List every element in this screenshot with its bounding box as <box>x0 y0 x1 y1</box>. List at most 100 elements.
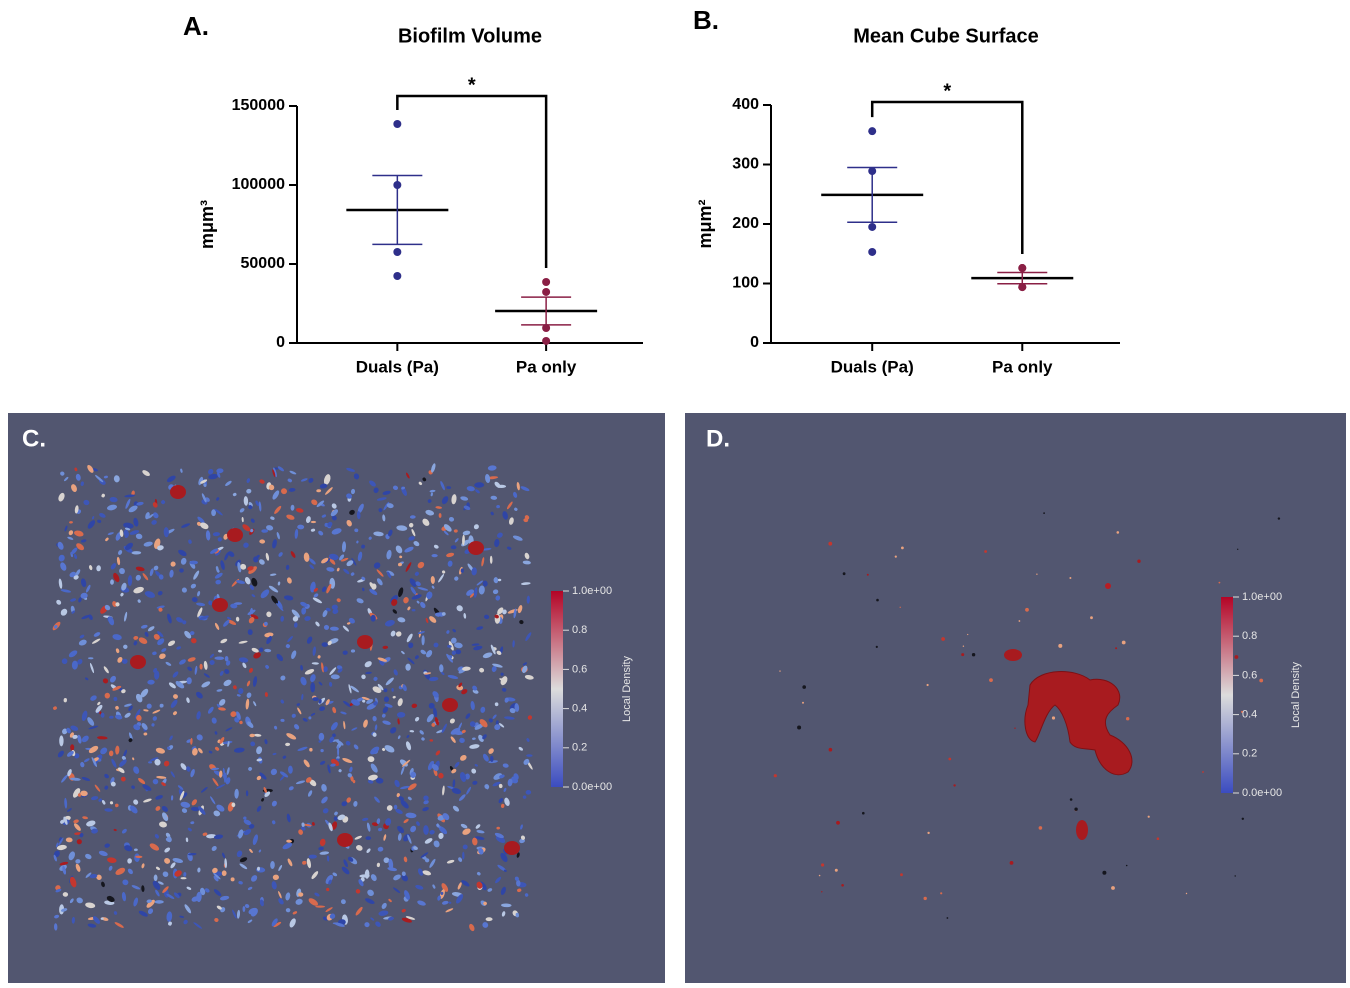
density-blob <box>439 664 444 673</box>
density-blob <box>484 614 490 620</box>
density-blob <box>211 509 217 517</box>
density-blob <box>366 822 371 832</box>
density-blob <box>54 624 58 629</box>
density-blob <box>166 911 173 922</box>
density-blob <box>405 663 411 671</box>
density-blob <box>372 686 382 694</box>
density-blob <box>242 906 246 912</box>
density-blob <box>485 917 493 922</box>
density-blob <box>162 886 169 893</box>
density-blob <box>165 837 171 843</box>
density-blob <box>971 653 976 657</box>
density-blob <box>407 796 412 801</box>
data-point <box>393 120 402 129</box>
density-blob <box>407 657 415 665</box>
density-blob <box>62 892 69 897</box>
density-blob <box>173 892 180 899</box>
density-blob <box>74 753 80 759</box>
density-blob <box>118 550 123 555</box>
density-blob <box>367 889 374 897</box>
density-blob <box>266 635 272 645</box>
density-blob <box>446 653 453 663</box>
density-blob <box>466 786 472 795</box>
density-blob <box>1102 870 1107 875</box>
density-blob <box>236 909 241 919</box>
density-blob <box>222 767 225 775</box>
density-blob <box>500 852 508 862</box>
density-blob <box>115 602 120 607</box>
density-blob <box>212 777 219 787</box>
density-blob <box>280 675 286 681</box>
density-blob <box>454 538 459 543</box>
density-blob <box>383 688 388 693</box>
density-blob <box>438 513 442 518</box>
density-blob <box>70 598 77 602</box>
density-blob <box>408 642 414 649</box>
density-blob <box>502 609 507 615</box>
density-blob <box>989 678 993 682</box>
density-blob <box>70 744 75 751</box>
density-blob <box>1121 640 1126 645</box>
density-blob <box>259 479 265 484</box>
density-blob <box>351 699 360 706</box>
density-blob <box>357 503 364 514</box>
density-blob <box>377 846 384 852</box>
density-blob <box>238 688 244 694</box>
density-blob <box>128 738 133 743</box>
density-blob <box>386 570 395 576</box>
density-blob <box>288 786 294 791</box>
density-blob <box>87 717 95 726</box>
density-blob <box>314 892 320 897</box>
density-blob <box>216 468 224 474</box>
density-blob <box>506 501 513 510</box>
density-blob <box>438 832 444 839</box>
significance-label: * <box>468 74 476 96</box>
density-blob <box>152 716 157 721</box>
density-blob <box>329 913 336 919</box>
density-blob <box>273 467 277 478</box>
density-blob <box>405 916 416 920</box>
density-blob <box>336 567 340 572</box>
density-blob <box>446 630 450 634</box>
density-blob <box>520 582 531 585</box>
data-point <box>393 272 402 281</box>
density-blob <box>377 683 384 691</box>
density-blob <box>354 528 359 533</box>
density-blob <box>516 852 520 858</box>
density-blob <box>256 866 261 871</box>
density-blob <box>104 808 113 812</box>
density-blob <box>1202 771 1204 773</box>
y-tick-label: 200 <box>732 215 759 232</box>
density-blob <box>325 558 331 564</box>
density-blob <box>71 916 76 924</box>
density-blob <box>828 747 833 752</box>
density-blob <box>499 774 505 779</box>
density-blob <box>82 816 88 820</box>
density-blob <box>142 784 152 791</box>
density-blob <box>316 500 325 508</box>
density-blob <box>485 473 491 484</box>
density-blob <box>319 483 328 489</box>
density-blob <box>149 757 159 762</box>
density-blob <box>469 721 476 727</box>
density-blob <box>316 489 322 493</box>
density-blob <box>498 783 503 789</box>
density-blob <box>285 892 291 901</box>
density-blob <box>263 787 268 794</box>
density-blob <box>475 824 481 829</box>
density-blob <box>426 713 434 723</box>
density-blob <box>153 565 159 571</box>
density-blob <box>264 648 272 653</box>
density-blob <box>370 917 375 921</box>
density-blob <box>321 783 327 792</box>
density-blob <box>133 724 141 731</box>
density-blob <box>161 805 168 812</box>
density-blob <box>247 629 253 635</box>
density-blob <box>158 607 163 612</box>
density-blob <box>161 648 167 653</box>
density-blob <box>241 517 244 523</box>
density-blob <box>199 615 209 621</box>
density-blob <box>278 864 283 872</box>
density-blob <box>178 549 187 557</box>
density-blob <box>285 908 291 913</box>
